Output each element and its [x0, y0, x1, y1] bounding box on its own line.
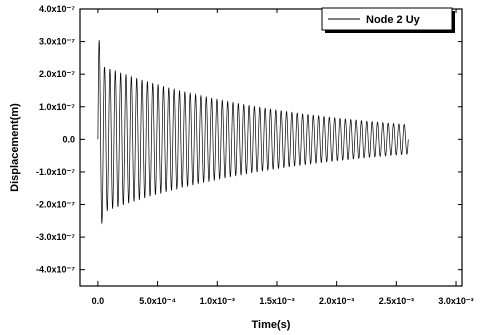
plot-frame [79, 8, 463, 287]
x-tick-label: 2.0x10⁻³ [319, 296, 354, 306]
series-line-node-2-uy [97, 40, 409, 225]
y-tick-label: -2.0x10⁻⁷ [36, 200, 75, 210]
x-tick-label: 0.0 [92, 296, 105, 306]
plot-area [79, 8, 463, 287]
x-axis: 0.0 5.0x10⁻⁴ 1.0x10⁻³ 1.5x10⁻³ 2.0x10⁻³ 2.5x1… [92, 9, 474, 306]
series-node-2-uy [97, 40, 409, 225]
y-tick-label: -3.0x10⁻⁷ [36, 232, 75, 242]
y-tick-label: -4.0x10⁻⁷ [36, 265, 75, 275]
y-tick-label: 4.0x10⁻⁷ [39, 4, 75, 14]
y-tick-label: 0.0 [62, 134, 75, 144]
y-tick-label: -1.0x10⁻⁷ [36, 167, 75, 177]
x-tick-label: 5.0x10⁻⁴ [139, 296, 176, 306]
x-tick-label: 1.0x10⁻³ [200, 296, 235, 306]
legend-box [321, 7, 453, 31]
x-tick-label: 3.0x10⁻³ [438, 296, 473, 306]
y-tick-label: 1.0x10⁻⁷ [39, 102, 75, 112]
x-tick-label: 1.5x10⁻³ [259, 296, 294, 306]
y-axis-title: Displacement(m) [9, 103, 21, 192]
legend-entry-node-2-uy: Node 2 Uy [366, 14, 421, 26]
x-axis-title: Time(s) [252, 319, 291, 331]
y-tick-label: 2.0x10⁻⁷ [39, 69, 75, 79]
legend: Node 2 Uy [321, 7, 455, 33]
y-axis: 4.0x10⁻⁷ 3.0x10⁻⁷ 2.0x10⁻⁷ 1.0x10⁻⁷ 0.0 -1.0x… [36, 4, 462, 275]
x-tick-label: 2.5x10⁻³ [379, 296, 414, 306]
y-tick-label: 3.0x10⁻⁷ [39, 37, 75, 47]
